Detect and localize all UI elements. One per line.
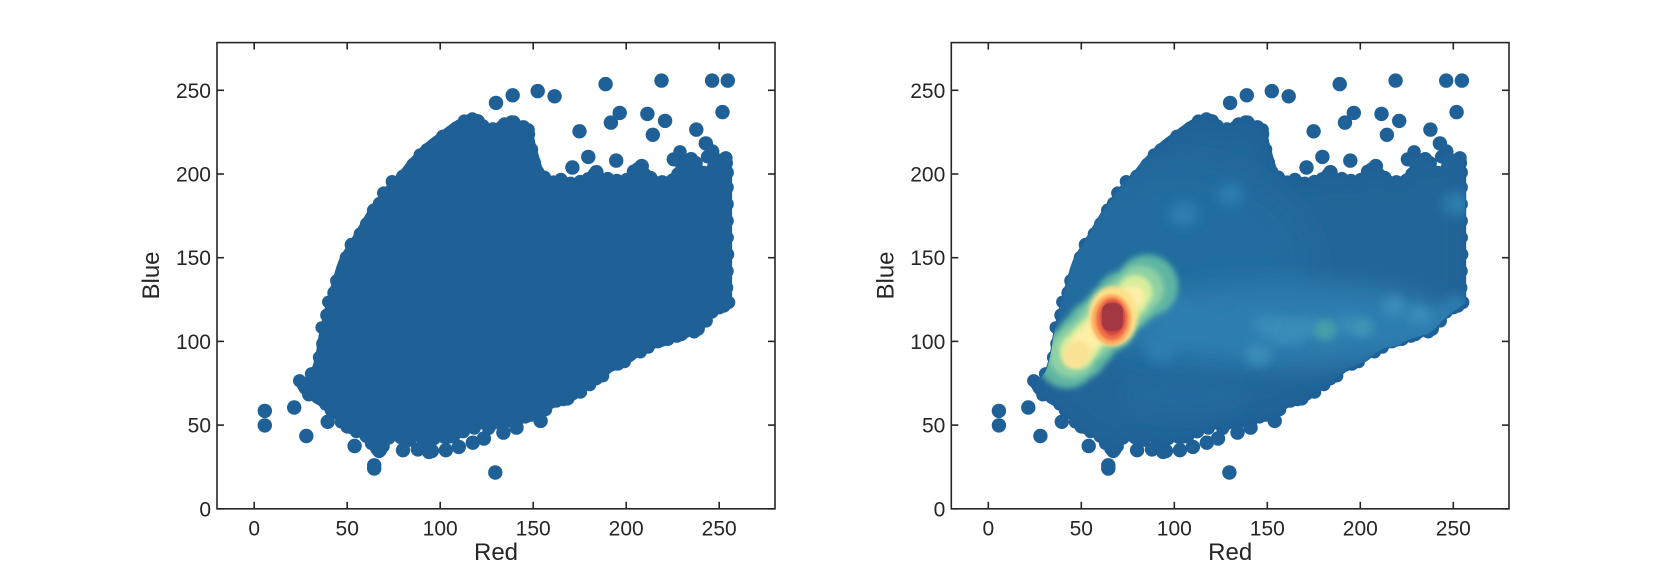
svg-text:100: 100 — [176, 331, 211, 354]
svg-text:100: 100 — [910, 331, 945, 354]
svg-text:0: 0 — [982, 518, 994, 541]
svg-text:50: 50 — [336, 518, 359, 541]
svg-text:200: 200 — [910, 164, 945, 187]
svg-text:50: 50 — [188, 415, 211, 438]
svg-text:150: 150 — [176, 247, 211, 270]
svg-text:0: 0 — [934, 498, 946, 521]
svg-text:100: 100 — [423, 518, 458, 541]
svg-text:0: 0 — [199, 498, 211, 521]
svg-text:250: 250 — [702, 518, 737, 541]
svg-text:50: 50 — [1070, 518, 1093, 541]
svg-text:150: 150 — [516, 518, 551, 541]
svg-text:250: 250 — [910, 80, 945, 103]
svg-text:100: 100 — [1157, 518, 1192, 541]
svg-text:Blue: Blue — [138, 251, 165, 299]
svg-text:250: 250 — [176, 80, 211, 103]
svg-text:0: 0 — [248, 518, 260, 541]
svg-text:200: 200 — [1343, 518, 1378, 541]
svg-text:150: 150 — [1250, 518, 1285, 541]
svg-text:150: 150 — [910, 247, 945, 270]
svg-text:50: 50 — [922, 415, 945, 438]
svg-text:Red: Red — [474, 539, 518, 566]
svg-text:Blue: Blue — [872, 251, 899, 299]
svg-text:200: 200 — [176, 164, 211, 187]
svg-text:200: 200 — [609, 518, 644, 541]
svg-text:250: 250 — [1436, 518, 1471, 541]
svg-text:Red: Red — [1208, 539, 1252, 566]
